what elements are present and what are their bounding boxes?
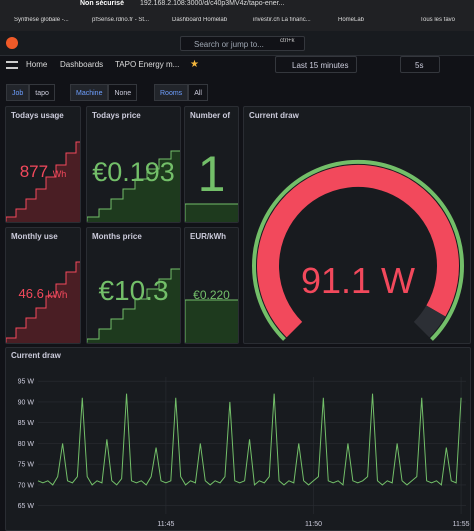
variable[interactable]: Job tapo: [6, 84, 55, 101]
line: [37, 393, 462, 486]
y-tick-label: 80 W: [18, 441, 35, 448]
variable[interactable]: Machine None: [70, 84, 138, 101]
bookmark[interactable]: Dashboard Homelab: [172, 17, 228, 23]
x-tick-label: 11:45: [157, 521, 174, 528]
star-icon[interactable]: ★: [190, 59, 199, 70]
gauge-threshold: [252, 159, 464, 341]
stat-panel: Number of 1: [184, 106, 239, 223]
gauge-value: 91.1 W: [301, 260, 415, 301]
variable[interactable]: Rooms All: [154, 84, 208, 101]
y-tick-label: 75 W: [18, 462, 35, 469]
gauge-panel: Current draw 91.1 W: [243, 106, 471, 344]
stat-number: 46.6: [18, 286, 44, 301]
stat-value: €10.3: [98, 275, 169, 306]
breadcrumb[interactable]: Dashboards: [60, 60, 104, 69]
y-tick-label: 95 W: [18, 379, 35, 386]
stat-value: 877 Wh: [6, 162, 80, 182]
sparkline: [6, 141, 80, 222]
search-text: Search or jump to...: [194, 40, 264, 49]
stat-panel: Months price €10.3: [86, 227, 181, 344]
stat-unit: kWh: [47, 290, 68, 301]
bookmark[interactable]: investir.ch La financ...: [253, 17, 311, 23]
variable-value[interactable]: tapo: [29, 84, 55, 101]
stat-value: €0.193: [92, 157, 175, 187]
breadcrumb[interactable]: TAPO Energy m...: [115, 60, 180, 69]
gauge: 91.1 W: [252, 159, 464, 341]
variable-label: Job: [6, 84, 30, 101]
y-tick-label: 85 W: [18, 420, 35, 427]
browser-bar: [0, 0, 474, 31]
variable-label: Rooms: [154, 84, 189, 101]
y-tick-label: 65 W: [18, 503, 35, 510]
stat-panel: Monthly use 46.6 kWh: [5, 227, 81, 344]
y-tick-label: 90 W: [18, 399, 35, 406]
chart-title: Current draw: [11, 351, 62, 360]
stat-panel: EUR/kWh €0.220: [184, 227, 239, 344]
sparkline: [185, 203, 238, 222]
panel-title: Monthly use: [11, 232, 58, 241]
security-label[interactable]: Non sécurisé: [80, 0, 124, 7]
x-tick-label: 11:50: [305, 521, 322, 528]
stat-panel: Todays usage 877 Wh: [5, 106, 81, 223]
variable-label: Machine: [70, 84, 109, 101]
panel-title: Months price: [92, 232, 142, 241]
bookmark[interactable]: Tous les favo: [420, 17, 456, 23]
menu-icon[interactable]: [6, 61, 18, 69]
stat-panel: Todays price €0.193: [86, 106, 181, 223]
refresh-interval: 5s: [415, 61, 424, 70]
search-box[interactable]: Search or jump to...: [180, 36, 305, 51]
time-picker[interactable]: Last 15 minutes: [275, 56, 357, 73]
panel-title: Number of: [190, 111, 230, 120]
timeseries-panel: Current draw 65 W 70 W 75 W 80 W 85 W 90 W 95 …: [5, 347, 471, 531]
sparkline: [185, 299, 238, 343]
variable-value[interactable]: None: [108, 84, 138, 101]
panel-title: Todays price: [92, 111, 141, 120]
bookmark[interactable]: Synthèse globale -...: [14, 17, 69, 23]
panel-title: EUR/kWh: [190, 232, 226, 241]
breadcrumb[interactable]: Home: [26, 60, 48, 69]
refresh-picker[interactable]: 5s: [400, 56, 440, 73]
bookmark[interactable]: pfSense.rdno.fr - St...: [92, 17, 150, 23]
stat-value: 1: [197, 146, 226, 202]
time-range: Last 15 minutes: [292, 61, 349, 70]
shortcut: ctrl+k: [280, 38, 295, 44]
y-tick-label: 70 W: [18, 482, 35, 489]
sparkline: [87, 268, 180, 343]
gauge-track: [413, 305, 446, 338]
url[interactable]: 192.168.2.108:3000/d/c40p3MV4z/tapo-ener…: [140, 0, 285, 7]
x-tick-label: 11:55: [453, 521, 470, 528]
gauge-fill: [257, 164, 459, 338]
stat-number: 877: [19, 162, 49, 181]
stat-value: 46.6 kWh: [6, 286, 80, 301]
panel-title: Current draw: [249, 111, 299, 120]
line-chart: Current draw 65 W 70 W 75 W 80 W 85 W 90 W 95 …: [11, 351, 470, 528]
stat-value: €0.220: [193, 288, 230, 302]
stat-unit: Wh: [52, 169, 67, 179]
bookmark[interactable]: HomeLab: [338, 17, 365, 23]
grafana-logo[interactable]: [6, 37, 18, 49]
sparkline: [6, 261, 80, 343]
sparkline: [87, 150, 180, 222]
panel-title: Todays usage: [11, 111, 64, 120]
variable-value[interactable]: All: [188, 84, 208, 101]
